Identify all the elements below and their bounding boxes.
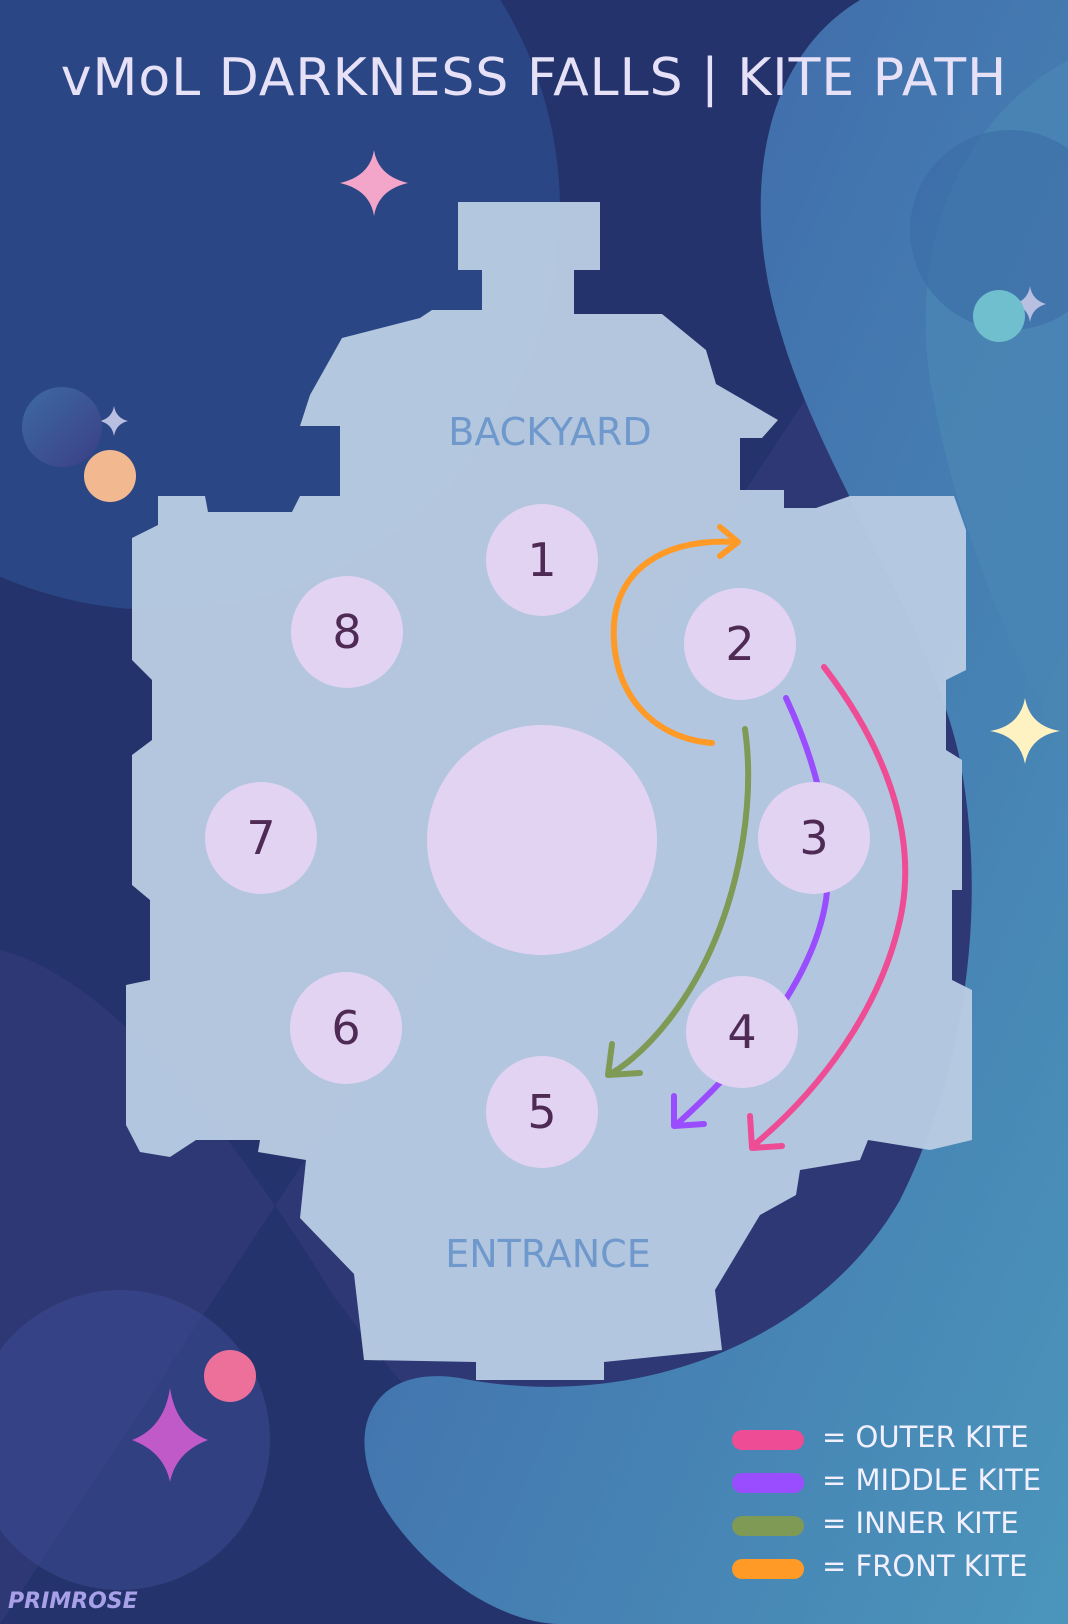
peach-planet	[84, 450, 136, 502]
outer-kite-path	[747, 664, 909, 1151]
spot-2: 2	[684, 588, 796, 700]
front-kite-path	[610, 524, 741, 746]
magenta-sparkle-icon	[132, 1388, 208, 1482]
spot-5: 5	[486, 1056, 598, 1168]
entrance-label: ENTRANCE	[445, 1232, 651, 1276]
outer-kite-swatch	[732, 1430, 804, 1450]
front-kite-swatch	[732, 1559, 804, 1579]
spot-4: 4	[686, 976, 798, 1088]
inner-kite-swatch	[732, 1516, 804, 1536]
decorations	[22, 150, 1060, 1482]
legend: = OUTER KITE = MIDDLE KITE = INNER KITE …	[730, 1420, 1060, 1592]
legend-label: = INNER KITE	[822, 1506, 1019, 1540]
pink-sparkle-icon	[340, 150, 408, 216]
spot-3: 3	[758, 782, 870, 894]
middle-kite-swatch	[732, 1473, 804, 1493]
legend-label: = FRONT KITE	[822, 1549, 1028, 1583]
cream-sparkle-icon	[990, 698, 1060, 764]
legend-label: = MIDDLE KITE	[822, 1463, 1042, 1497]
legend-item-outer-kite: = OUTER KITE	[730, 1420, 1060, 1463]
spot-7: 7	[205, 782, 317, 894]
blue-planet	[22, 387, 102, 467]
center-pillar	[427, 725, 657, 955]
artist-credit: PRIMROSE	[8, 1589, 138, 1614]
legend-item-front-kite: = FRONT KITE	[730, 1549, 1060, 1592]
legend-item-middle-kite: = MIDDLE KITE	[730, 1463, 1060, 1506]
backyard-label: BACKYARD	[448, 410, 652, 454]
teal-planet	[973, 290, 1025, 342]
small-sparkle-icon-right	[1014, 286, 1046, 322]
spot-6: 6	[290, 972, 402, 1084]
page-title: vMoL DARKNESS FALLS | KITE PATH	[60, 48, 1008, 108]
pink-planet	[204, 1350, 256, 1402]
spot-8: 8	[291, 576, 403, 688]
small-sparkle-icon	[100, 406, 128, 436]
spot-1: 1	[486, 504, 598, 616]
legend-label: = OUTER KITE	[822, 1420, 1029, 1454]
inner-kite-path	[605, 726, 752, 1078]
legend-item-inner-kite: = INNER KITE	[730, 1506, 1060, 1549]
